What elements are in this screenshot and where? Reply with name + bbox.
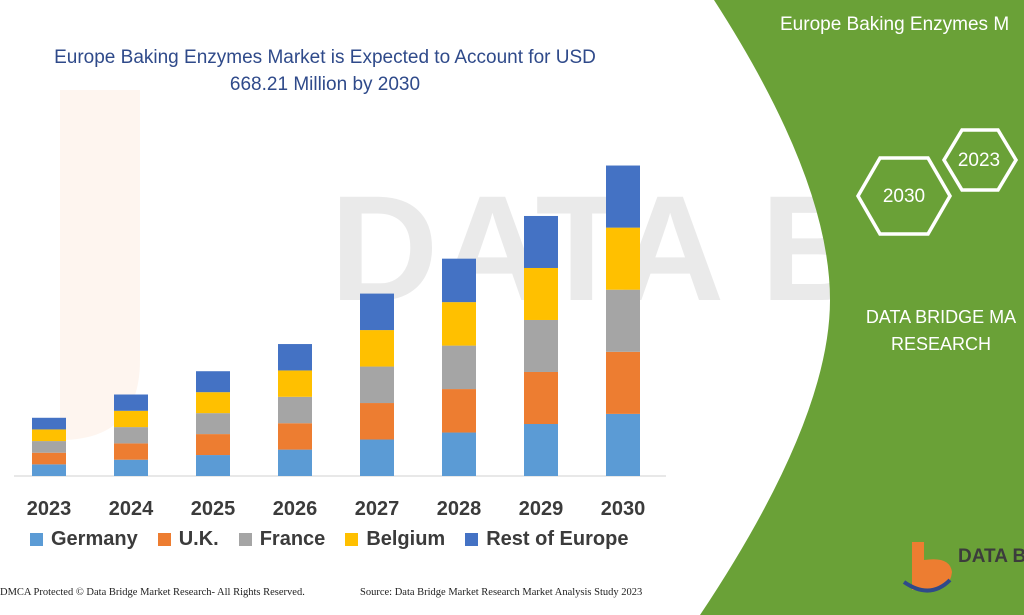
badge-2030-label: 2030 (883, 186, 925, 207)
legend-label-germany: Germany (51, 527, 138, 550)
legend-item-germany: Germany (30, 528, 138, 551)
x-tick-label-2025: 2025 (191, 498, 236, 520)
logo-text: DATA B (958, 546, 1024, 567)
plot-area: 2023 2024 2025 2026 2027 2028 2029 2030 (14, 165, 666, 520)
bar-2023-germany (32, 464, 66, 476)
bar-2024-u-k (114, 443, 148, 460)
bar-2026-u-k (278, 423, 312, 450)
bar-2030-belgium (606, 227, 640, 290)
hexagon-2023: 2023 (941, 128, 1019, 192)
chart-title-line-1: Europe Baking Enzymes Market is Expected… (54, 47, 596, 68)
legend: Germany U.K. France Belgium Rest of Euro… (30, 526, 628, 552)
bar-2028-u-k (442, 389, 476, 433)
bar-2028-belgium (442, 302, 476, 346)
brand-line-1: DATA BRIDGE MA (865, 307, 1017, 327)
chart-title-line-2: 668.21 Million by 2030 (229, 74, 421, 95)
bar-2023-u-k (32, 452, 66, 465)
legend-label-belgium: Belgium (366, 527, 446, 550)
bar-2028-germany (442, 432, 476, 476)
x-tick-label-2029: 2029 (519, 498, 564, 520)
legend-swatch-rest-of-europe (465, 532, 479, 546)
bar-2025-belgium (196, 392, 230, 414)
x-tick-label-2027: 2027 (355, 498, 400, 520)
bar-2025-u-k (196, 434, 230, 456)
bar-2023-rest-of-europe (32, 417, 66, 430)
bar-2025-germany (196, 455, 230, 476)
legend-item-belgium: Belgium (345, 528, 445, 551)
footer-source: Source: Data Bridge Market Research Mark… (360, 587, 643, 598)
bar-2027-france (360, 366, 394, 404)
x-tick-label-2030: 2030 (601, 498, 646, 520)
side-panel (700, 0, 1024, 615)
legend-swatch-uk (157, 532, 171, 546)
bar-2024-rest-of-europe (114, 394, 148, 411)
bar-2026-france (278, 396, 312, 424)
bar-2030-germany (606, 413, 640, 476)
hexagon-2030: 2030 (855, 156, 953, 236)
brand-name: DATA BRIDGE MA RESEARCH (858, 304, 1024, 358)
legend-item-france: France (238, 527, 326, 551)
badge-2023-label: 2023 (958, 150, 1000, 171)
bar-2024-belgium (114, 410, 148, 428)
bar-2030-rest-of-europe (606, 165, 640, 228)
bar-2026-germany (278, 449, 312, 476)
bar-2023-belgium (32, 429, 66, 442)
brand-line-2: RESEARCH (890, 334, 992, 354)
bar-2029-u-k (524, 371, 558, 424)
legend-label-france: France (259, 527, 326, 550)
chart-title: Europe Baking Enzymes Market is Expected… (20, 44, 630, 98)
bar-2030-u-k (606, 351, 640, 414)
bar-2024-germany (114, 459, 148, 476)
bar-2027-rest-of-europe (360, 293, 394, 331)
bar-2028-france (442, 345, 476, 390)
bar-2027-germany (360, 439, 394, 476)
bar-2025-france (196, 413, 230, 435)
bar-2028-rest-of-europe (442, 258, 476, 303)
bar-2029-france (524, 319, 558, 372)
legend-swatch-france (238, 532, 252, 546)
x-tick-label-2024: 2024 (109, 498, 154, 520)
bar-2026-belgium (278, 370, 312, 397)
legend-item-uk: U.K. (157, 527, 219, 551)
bar-2029-belgium (524, 267, 558, 320)
bar-2029-rest-of-europe (524, 215, 558, 268)
bar-2026-rest-of-europe (278, 344, 312, 371)
footer-copyright: DMCA Protected © Data Bridge Market Rese… (0, 587, 305, 598)
x-tick-label-2023: 2023 (27, 498, 72, 520)
legend-label-uk: U.K. (178, 527, 219, 550)
x-tick-label-2028: 2028 (437, 498, 482, 520)
bar-2024-france (114, 427, 148, 444)
x-tick-label-2026: 2026 (273, 498, 318, 520)
bar-2030-france (606, 289, 640, 352)
legend-item-rest-of-europe: Rest of Europe (465, 528, 628, 551)
bar-2029-germany (524, 423, 558, 476)
bar-2025-rest-of-europe (196, 371, 230, 393)
bar-2027-belgium (360, 330, 394, 367)
legend-swatch-belgium (345, 532, 359, 546)
bar-2027-u-k (360, 403, 394, 440)
legend-swatch-germany (30, 532, 43, 546)
side-panel-title: Europe Baking Enzymes M (780, 14, 1010, 35)
bar-2023-france (32, 441, 66, 453)
data-bridge-logo-icon (902, 542, 952, 593)
legend-label-rest-of-europe: Rest of Europe (486, 527, 629, 550)
